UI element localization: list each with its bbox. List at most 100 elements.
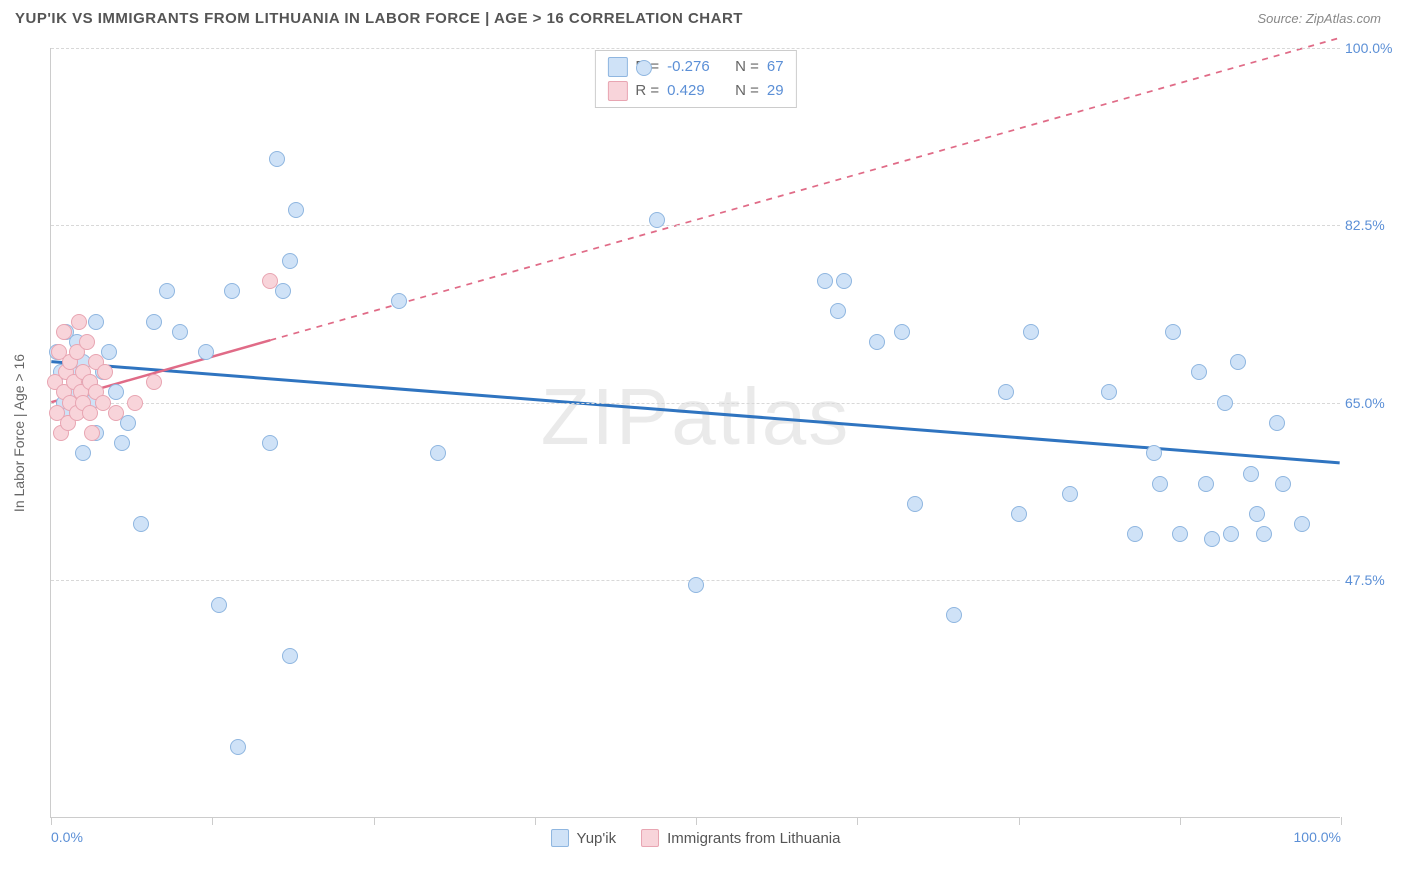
scatter-point [649,212,665,228]
scatter-point [1172,526,1188,542]
scatter-point [75,445,91,461]
scatter-point [1249,506,1265,522]
scatter-point [1204,531,1220,547]
scatter-point [1217,395,1233,411]
y-tick-label: 100.0% [1345,40,1400,56]
x-tick [1341,817,1342,825]
scatter-point [836,273,852,289]
correlation-chart: In Labor Force | Age > 16 ZIPatlas R =-0… [50,48,1340,818]
stat-n-label: N = [735,79,759,103]
scatter-point [817,273,833,289]
scatter-point [146,374,162,390]
watermark: ZIPatlas [541,371,850,463]
x-tick [374,817,375,825]
scatter-point [269,151,285,167]
legend-item: Immigrants from Lithuania [641,829,840,847]
stat-r-label: R = [635,79,659,103]
scatter-point [830,303,846,319]
stats-legend: R = -0.276 N = 67R = 0.429 N = 29 [594,50,796,108]
scatter-point [282,648,298,664]
scatter-point [88,314,104,330]
scatter-point [133,516,149,532]
legend-swatch [607,81,627,101]
scatter-point [198,344,214,360]
scatter-point [108,384,124,400]
stat-r-value: 0.429 [667,79,727,103]
scatter-point [97,364,113,380]
scatter-point [282,253,298,269]
scatter-point [288,202,304,218]
scatter-point [907,496,923,512]
gridline [51,403,1340,404]
scatter-point [1062,486,1078,502]
scatter-point [688,577,704,593]
stat-n-value: 29 [767,79,784,103]
scatter-point [108,405,124,421]
stat-n-value: 67 [767,55,784,79]
scatter-point [1101,384,1117,400]
scatter-point [1243,466,1259,482]
y-axis-title: In Labor Force | Age > 16 [11,353,27,511]
stat-r-value: -0.276 [667,55,727,79]
y-tick-label: 47.5% [1345,572,1400,588]
scatter-point [1294,516,1310,532]
scatter-point [211,597,227,613]
x-tick-label: 0.0% [51,829,83,845]
legend-swatch [551,829,569,847]
scatter-point [56,324,72,340]
scatter-point [1011,506,1027,522]
x-tick [857,817,858,825]
scatter-point [262,435,278,451]
scatter-point [1023,324,1039,340]
scatter-point [869,334,885,350]
scatter-point [1269,415,1285,431]
scatter-point [1191,364,1207,380]
scatter-point [894,324,910,340]
bottom-legend: Yup'ik Immigrants from Lithuania [551,829,841,847]
scatter-point [1146,445,1162,461]
trend-line-dashed [270,38,1339,340]
scatter-point [146,314,162,330]
y-tick-label: 65.0% [1345,395,1400,411]
legend-swatch [641,829,659,847]
legend-label: Yup'ik [577,830,617,847]
scatter-point [1127,526,1143,542]
x-tick [696,817,697,825]
scatter-point [636,60,652,76]
scatter-point [946,607,962,623]
source-label: Source: ZipAtlas.com [1257,11,1381,26]
chart-title: YUP'IK VS IMMIGRANTS FROM LITHUANIA IN L… [15,10,743,27]
x-tick [1019,817,1020,825]
scatter-point [120,415,136,431]
scatter-point [1230,354,1246,370]
x-tick [535,817,536,825]
x-tick [212,817,213,825]
scatter-point [224,283,240,299]
scatter-point [262,273,278,289]
scatter-point [275,283,291,299]
x-tick [51,817,52,825]
scatter-point [127,395,143,411]
scatter-point [84,425,100,441]
scatter-point [71,314,87,330]
gridline [51,225,1340,226]
scatter-point [1198,476,1214,492]
legend-item: Yup'ik [551,829,617,847]
x-tick-label: 100.0% [1294,829,1341,845]
scatter-point [79,334,95,350]
scatter-point [430,445,446,461]
scatter-point [101,344,117,360]
scatter-point [391,293,407,309]
legend-label: Immigrants from Lithuania [667,830,840,847]
x-tick [1180,817,1181,825]
y-tick-label: 82.5% [1345,217,1400,233]
stat-n-label: N = [735,55,759,79]
scatter-point [1165,324,1181,340]
scatter-point [1152,476,1168,492]
scatter-point [1223,526,1239,542]
scatter-point [159,283,175,299]
stats-row: R =-0.276N =67 [607,55,783,79]
legend-swatch [607,57,627,77]
stats-row: R = 0.429 N = 29 [607,79,783,103]
scatter-point [172,324,188,340]
